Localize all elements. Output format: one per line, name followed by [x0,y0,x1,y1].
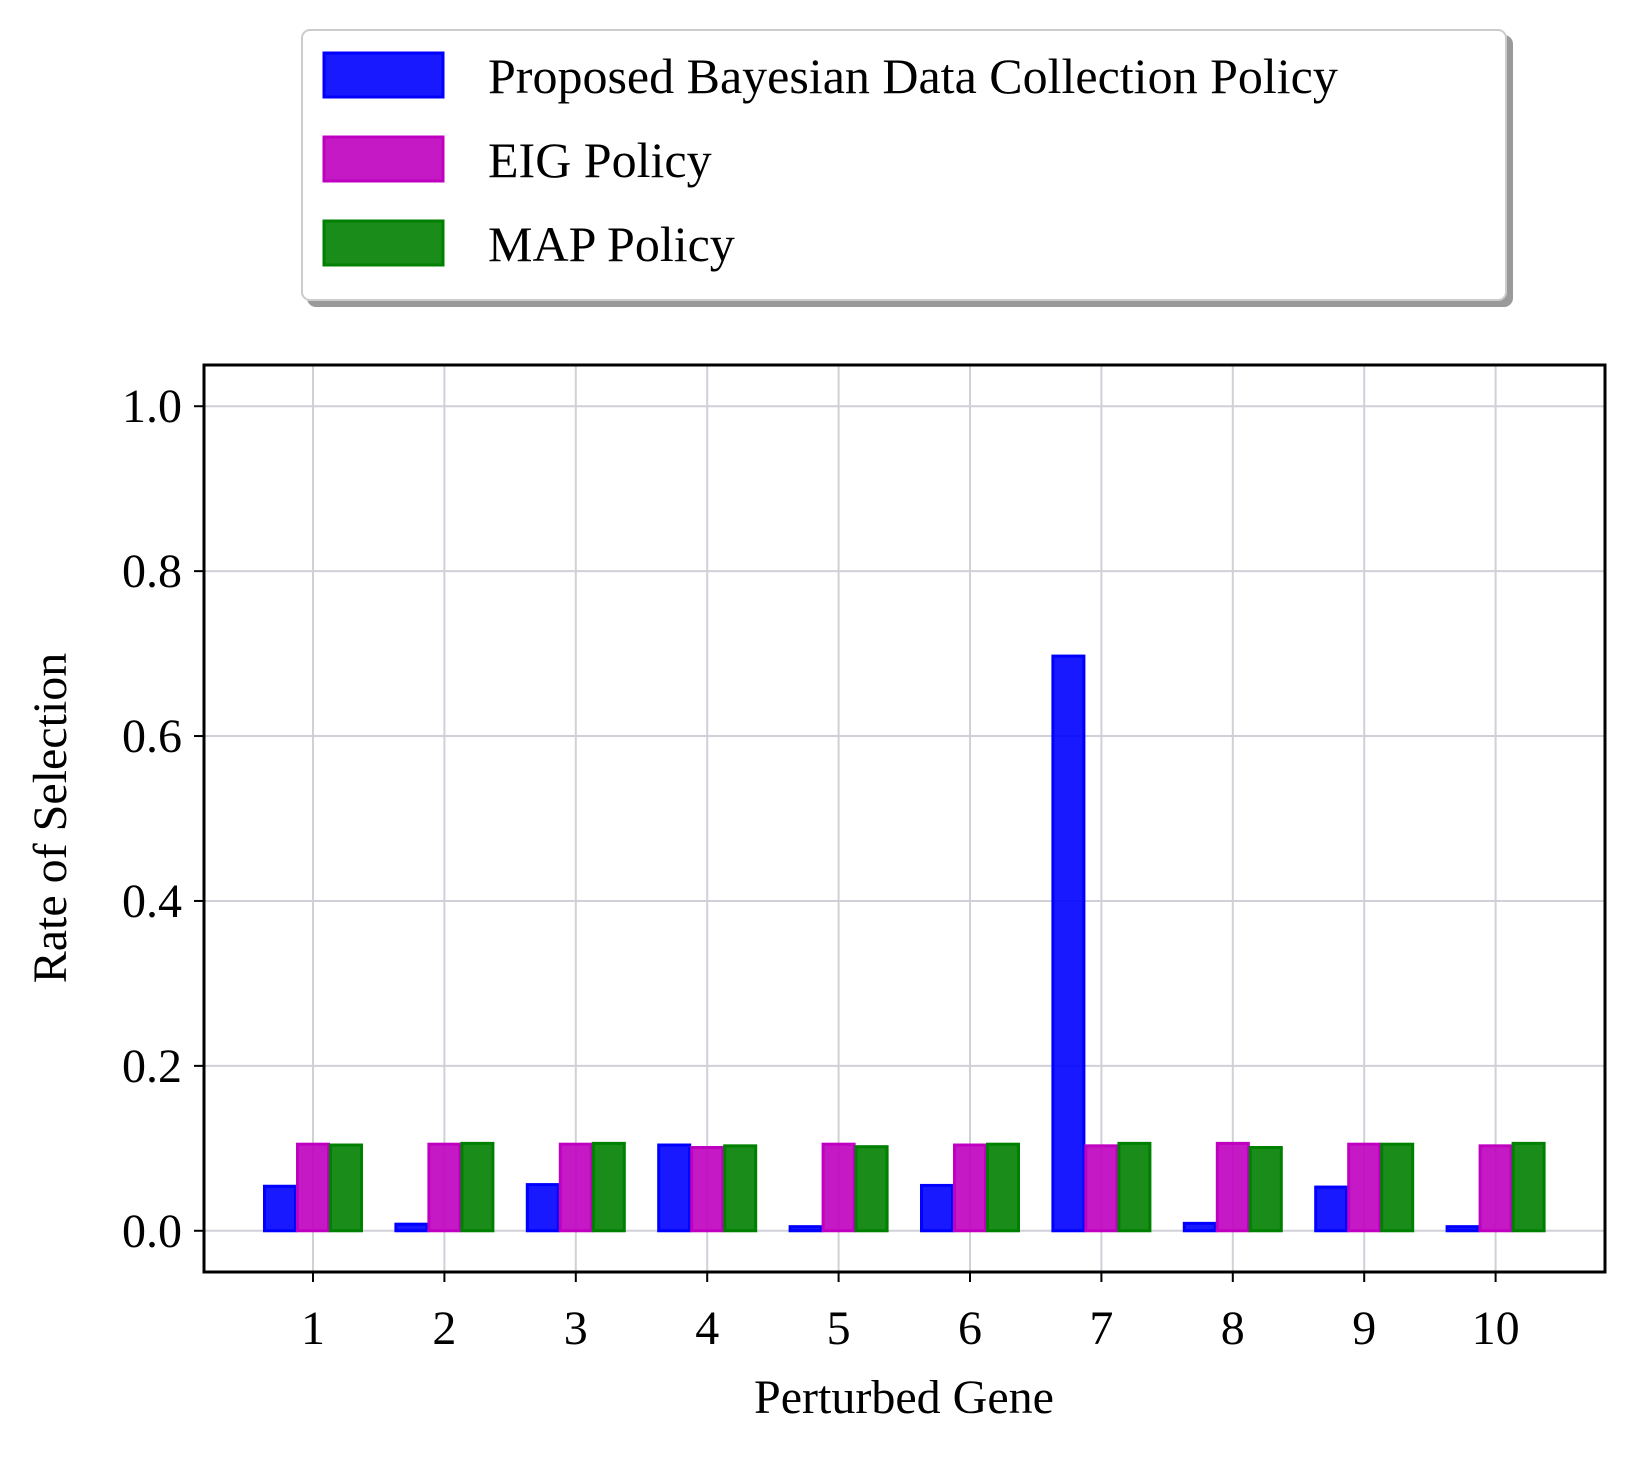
plot-frame [202,363,1607,1274]
bar-series-2-gene-9 [1347,1142,1382,1233]
bar-series-1-gene-3 [525,1183,560,1233]
y-tick-label: 0.6 [122,710,182,763]
x-tick-label: 7 [1089,1302,1113,1355]
y-tick-label: 0.0 [122,1205,182,1258]
bar-series-3-gene-3 [591,1141,626,1233]
x-axis-label: Perturbed Gene [754,1371,1054,1424]
x-tick-label: 5 [827,1302,851,1355]
legend: Proposed Bayesian Data Collection Policy… [301,29,1507,301]
legend-label: MAP Policy [488,216,735,272]
bar-series-3-gene-10 [1511,1141,1546,1233]
bar-series-3-gene-7 [1117,1141,1152,1233]
y-tick-label: 0.2 [122,1040,182,1093]
x-tick-label: 3 [564,1302,588,1355]
legend-label: Proposed Bayesian Data Collection Policy [488,48,1338,104]
bar-series-3-gene-5 [854,1145,889,1233]
x-tick-label: 8 [1221,1302,1245,1355]
x-tick-label: 6 [958,1302,982,1355]
legend-box [301,29,1507,301]
bar-series-1-gene-5 [788,1225,823,1233]
bar-series-3-gene-4 [723,1144,758,1233]
bar-series-1-gene-1 [263,1184,297,1233]
plot-area: 1 2 3 4 5 6 7 8 9 10 0.0 0.2 0.4 0.6 0.8 1.0 [122,363,1607,1355]
bar-series-1-gene-7 [1051,654,1086,1233]
legend-swatch [322,51,445,99]
bar-series-3-gene-8 [1248,1145,1283,1233]
bar-series-3-gene-9 [1380,1142,1415,1233]
bar-series-2-gene-6 [953,1143,987,1233]
x-axis: 1 2 3 4 5 6 7 8 9 10 [301,1272,1520,1355]
legend-label: EIG Policy [488,132,712,188]
bar-series-1-gene-10 [1445,1225,1480,1233]
x-tick-label: 10 [1472,1302,1520,1355]
x-tick-label: 9 [1352,1302,1376,1355]
bar-series-1-gene-6 [920,1183,954,1233]
y-tick-label: 0.4 [122,875,182,928]
y-axis-label: Rate of Selection [24,653,77,984]
legend-swatch [322,135,445,183]
bar-series-2-gene-1 [296,1142,330,1233]
bar-series-2-gene-8 [1215,1141,1250,1233]
bar-series-3-gene-6 [986,1142,1020,1233]
bar-series-2-gene-4 [690,1145,725,1233]
y-axis: 0.0 0.2 0.4 0.6 0.8 1.0 [122,380,204,1258]
bar-series-2-gene-2 [427,1142,462,1233]
y-tick-label: 1.0 [122,380,182,433]
bar-series-2-gene-5 [821,1142,856,1233]
bar-series-3-gene-1 [329,1143,363,1233]
x-tick-label: 1 [301,1302,325,1355]
bars [263,654,1546,1233]
legend-swatch [322,219,445,267]
bar-series-2-gene-3 [558,1142,593,1233]
bar-series-1-gene-9 [1314,1185,1349,1233]
bar-series-3-gene-2 [460,1141,495,1233]
bar-series-1-gene-2 [394,1222,429,1233]
bar-series-1-gene-8 [1182,1221,1217,1233]
y-tick-label: 0.8 [122,545,182,598]
bar-series-2-gene-10 [1478,1144,1513,1233]
bar-series-1-gene-4 [657,1143,692,1233]
x-tick-label: 2 [432,1302,456,1355]
x-tick-label: 4 [695,1302,719,1355]
grid [204,365,1605,1272]
bar-series-2-gene-7 [1084,1144,1119,1233]
